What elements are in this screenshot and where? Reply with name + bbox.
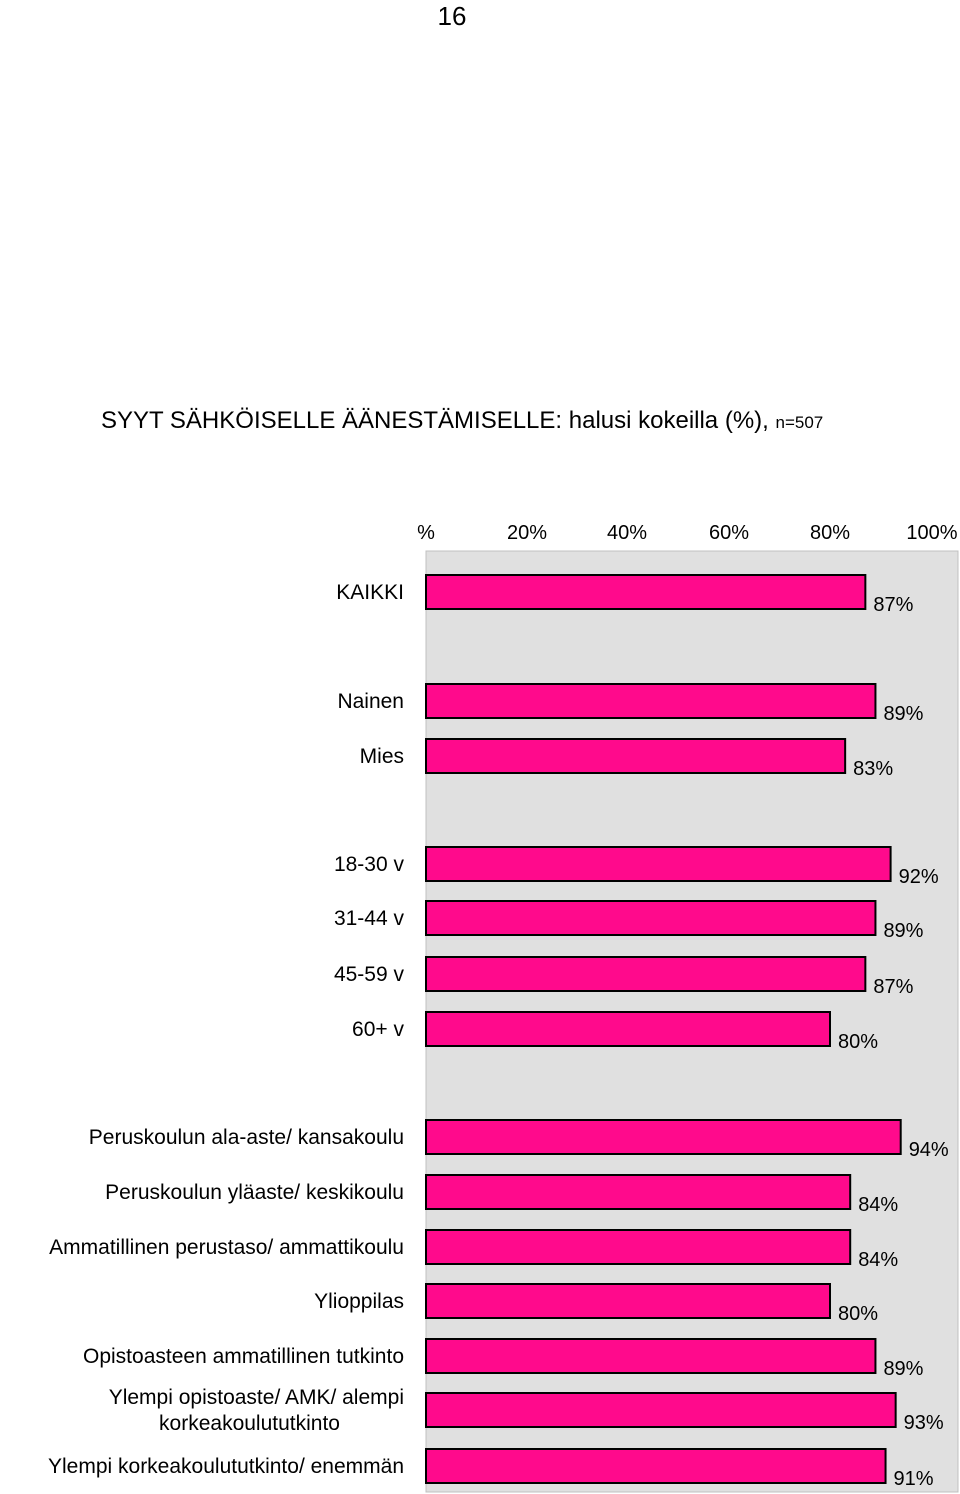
x-tick-label: 40% (607, 522, 647, 544)
bar (425, 738, 847, 774)
value-label: 93% (904, 1412, 944, 1434)
x-axis-tick-labels: % 20% 40% 60% 80% 100% (417, 522, 958, 544)
bar (425, 1392, 897, 1428)
bar (425, 900, 877, 936)
category-labels: KAIKKI Nainen Mies 18-30 v 31-44 v 45-59 v 60+… (48, 581, 405, 1478)
bar (425, 1283, 831, 1319)
bar (425, 1338, 877, 1374)
category-label: 18-30 v (334, 853, 405, 876)
category-label: KAIKKI (336, 581, 404, 604)
x-tick-label: 80% (810, 522, 850, 544)
value-label: 84% (858, 1249, 898, 1271)
value-label: 83% (853, 758, 893, 780)
bar (425, 1011, 831, 1047)
x-tick-label: % (417, 522, 435, 544)
category-label: Peruskoulun ala-aste/ kansakoulu (89, 1126, 404, 1149)
page-number: 16 (437, 1, 467, 31)
bars (425, 574, 902, 1484)
category-label: 45-59 v (334, 963, 405, 986)
chart-title-text: SYYT SÄHKÖISELLE ÄÄNESTÄMISELLE: halusi … (101, 407, 769, 434)
chart-title: SYYT SÄHKÖISELLE ÄÄNESTÄMISELLE: halusi … (101, 404, 823, 440)
bar (425, 1174, 852, 1210)
value-label: 89% (883, 1358, 923, 1380)
bar (425, 1119, 902, 1155)
value-label: 94% (909, 1139, 949, 1161)
bar (425, 574, 867, 610)
category-label: 31-44 v (334, 907, 405, 930)
value-label: 84% (858, 1194, 898, 1216)
category-label: 60+ v (352, 1018, 404, 1041)
value-label: 89% (883, 920, 923, 942)
category-label: Ylempi korkeakoulututkinto/ enemmän (48, 1455, 404, 1478)
value-label: 89% (883, 703, 923, 725)
bar (425, 956, 867, 992)
category-label-line: Ylempi opistoaste/ AMK/ alempi (109, 1386, 404, 1409)
bar (425, 683, 877, 719)
category-label: Peruskoulun yläaste/ keskikoulu (105, 1181, 404, 1204)
x-tick-label: 20% (507, 522, 547, 544)
chart-sample-size: n=507 (775, 413, 824, 432)
value-labels: 87% 89% 83% 92% 89% 87% 80% 94% 84% 84% 80% 89% 93% 9… (838, 594, 949, 1490)
bar (425, 1229, 852, 1265)
category-label: Ammatillinen perustaso/ ammattikoulu (49, 1236, 404, 1259)
value-label: 87% (873, 594, 913, 616)
value-label: 87% (873, 976, 913, 998)
x-tick-label: 60% (709, 522, 749, 544)
value-label: 91% (894, 1468, 934, 1490)
value-label: 92% (899, 866, 939, 888)
x-tick-label: 100% (906, 522, 957, 544)
category-label: Ylempi opistoaste/ AMK/ alempi korkeakoul… (109, 1386, 404, 1435)
bar (425, 846, 892, 882)
category-label: Opistoasteen ammatillinen tutkinto (83, 1345, 404, 1368)
category-label: Nainen (337, 690, 404, 713)
category-label-line: korkeakoulututkinto (159, 1412, 340, 1435)
category-label: Mies (360, 745, 404, 768)
bar (425, 1448, 887, 1484)
category-label: Ylioppilas (314, 1290, 404, 1313)
value-label: 80% (838, 1303, 878, 1325)
value-label: 80% (838, 1031, 878, 1053)
